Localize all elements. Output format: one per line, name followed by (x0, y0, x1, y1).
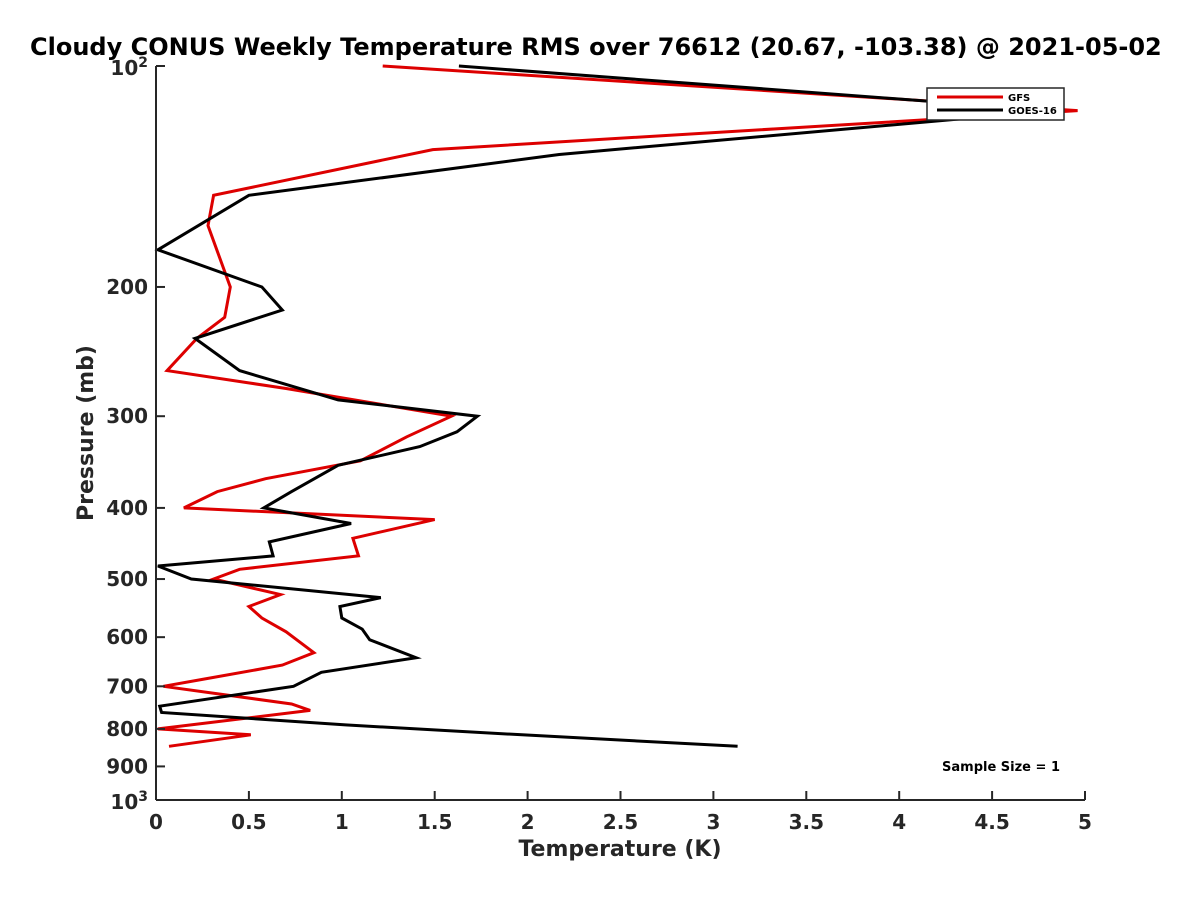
y-tick-label: 102 (110, 55, 148, 80)
legend-box (926, 87, 1065, 121)
x-tick-label: 0 (149, 810, 163, 834)
sample-size-annotation: Sample Size = 1 (942, 760, 1060, 775)
x-tick-label: 5 (1078, 810, 1092, 834)
y-tick-label: 500 (106, 567, 148, 591)
y-tick-label: 200 (106, 275, 148, 299)
x-tick-label: 3.5 (789, 810, 824, 834)
x-tick-label: 1 (335, 810, 349, 834)
legend-label: GFS (1008, 93, 1030, 104)
y-tick-label: 103 (110, 789, 148, 814)
series-line-goes-16 (154, 64, 1054, 748)
y-tick-label: 900 (106, 754, 148, 778)
x-tick-label: 4 (892, 810, 906, 834)
y-axis-label: Pressure (mb) (74, 345, 99, 521)
y-tick-label: 400 (106, 496, 148, 520)
axes-layer: 0 0.5 1 1.5 2 2.5 3 3.5 4 4.5 5 102 200 300 400 500 600 7… (106, 55, 1092, 834)
y-tick-label: 600 (106, 625, 148, 649)
y-tick-label: 300 (106, 404, 148, 428)
x-axis-label: Temperature (K) (518, 837, 721, 862)
x-tick-label: 2 (521, 810, 535, 834)
y-tick-label: 700 (106, 674, 148, 698)
chart-title: Cloudy CONUS Weekly Temperature RMS over… (30, 33, 1162, 61)
x-tick-label: 1.5 (417, 810, 452, 834)
x-tick-label: 4.5 (974, 810, 1009, 834)
legend-label: GOES-16 (1008, 106, 1057, 117)
x-tick-label: 3 (706, 810, 720, 834)
x-tick-label: 2.5 (603, 810, 638, 834)
y-tick-label: 800 (106, 717, 148, 741)
legend: GFS GOES-16 (926, 87, 1065, 121)
series-line-gfs (157, 64, 1078, 748)
x-tick-label: 0.5 (231, 810, 266, 834)
series-layer (154, 64, 1078, 748)
